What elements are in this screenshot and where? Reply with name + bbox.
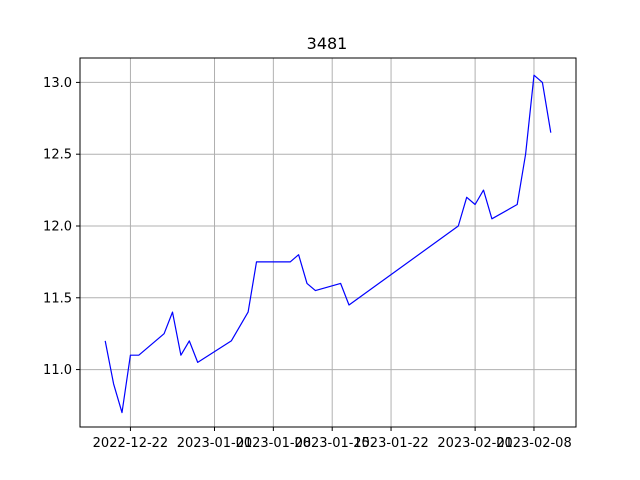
plot-area-frame — [79, 57, 577, 428]
x-tick-label: 2023-01-15 — [294, 436, 370, 451]
y-axis: 11.0 11.5 12.0 12.5 13.0 — [43, 76, 80, 378]
y-tick-label: 11.5 — [43, 291, 72, 306]
chart-title: 3481 — [307, 34, 348, 53]
x-tick-label: 2023-02-01 — [437, 436, 513, 451]
y-tick-label: 11.0 — [43, 363, 72, 378]
grid-lines — [80, 58, 576, 427]
x-axis: 2022-12-22 2023-01-012023-01-082023-01-15… — [93, 427, 572, 451]
y-tick-label: 12.5 — [43, 148, 72, 163]
x-tick-label: 2023-01-01 — [177, 436, 253, 451]
x-tick-label: 2022-12-22 — [93, 436, 169, 451]
x-tick-label: 2023-01-22 — [353, 436, 429, 451]
series-line — [104, 74, 552, 414]
x-tick-label: 2023-01-08 — [236, 436, 312, 451]
series-layer — [104, 74, 552, 414]
y-tick-label: 12.0 — [43, 219, 72, 234]
y-tick-label: 13.0 — [43, 76, 72, 91]
x-tick-label: 2023-02-08 — [496, 436, 572, 451]
